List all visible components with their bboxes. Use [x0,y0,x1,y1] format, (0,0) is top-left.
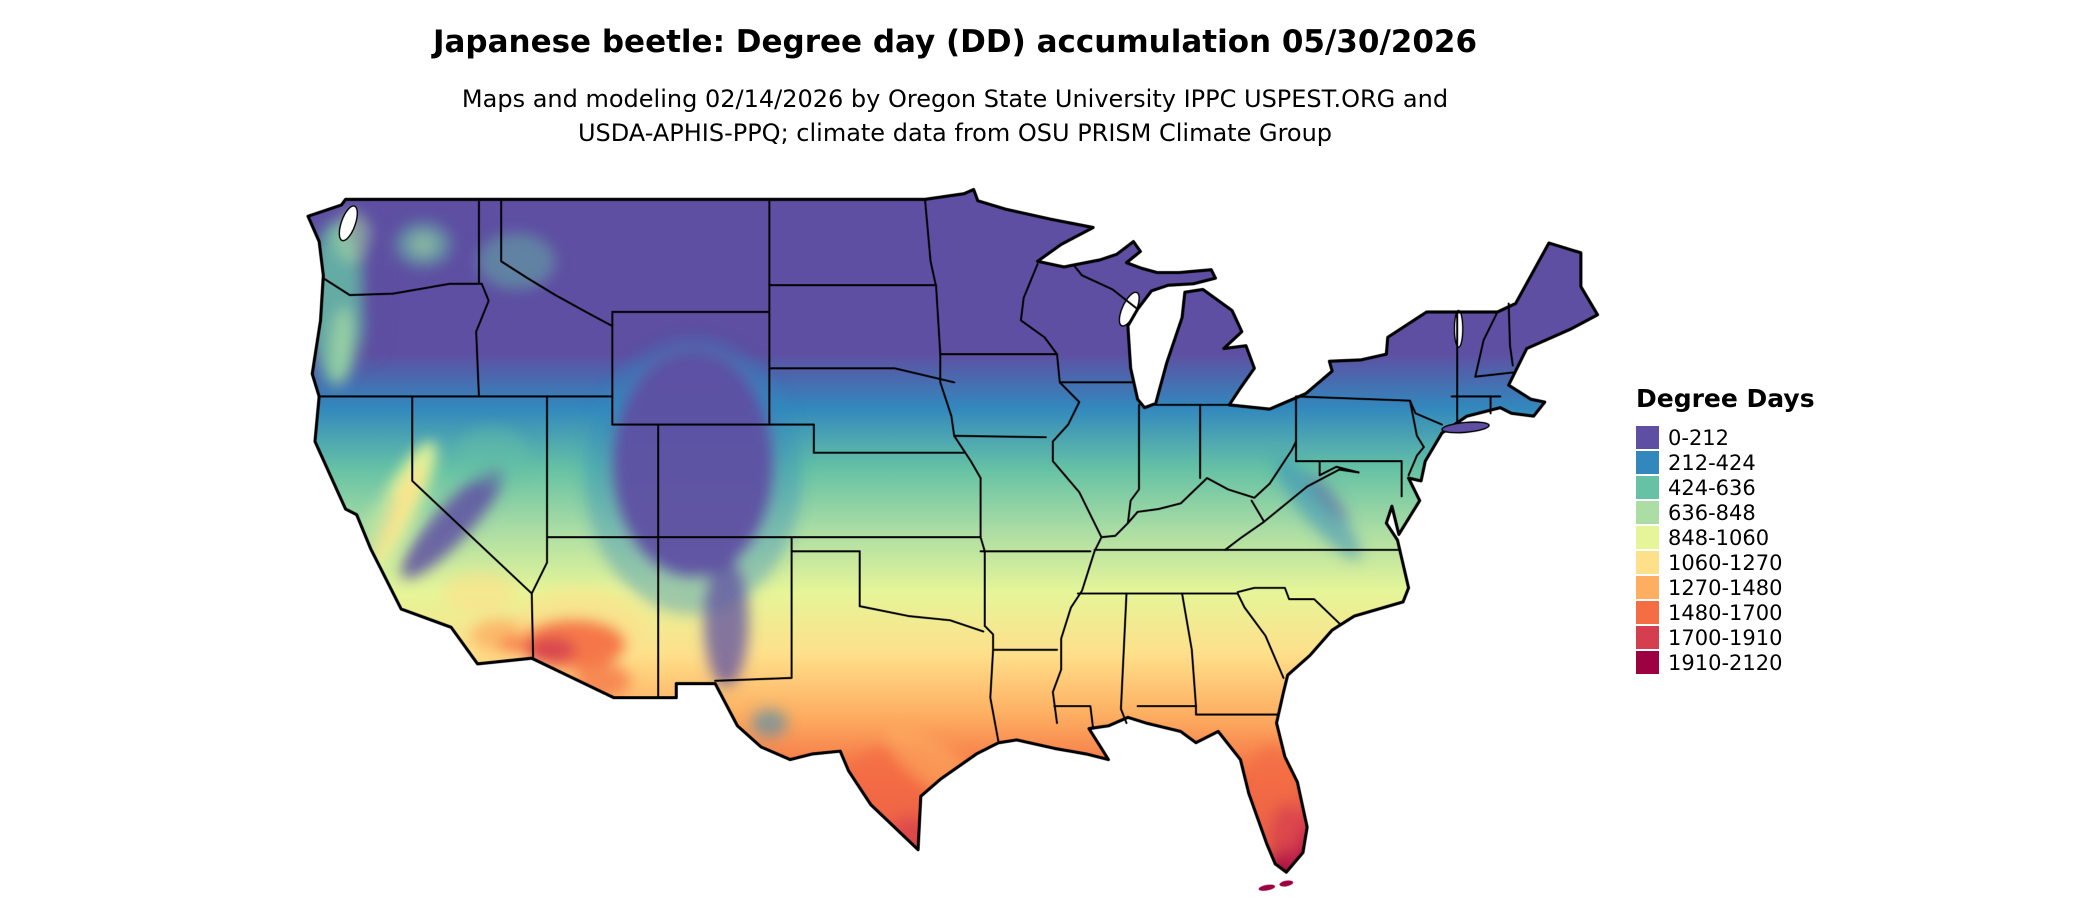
state-border-line [1474,371,1514,378]
legend-label: 424-636 [1668,475,1756,500]
state-border-line [1074,265,1139,311]
legend: Degree Days 0-212 212-424 424-636 636-848 84… [1636,384,1815,675]
state-border-line [1474,310,1499,378]
legend-swatch [1636,526,1659,549]
region-overlay [409,233,438,256]
legend-entries: 0-212 212-424 424-636 636-848 848-1060 1060-1… [1636,425,1815,675]
legend-label: 212-424 [1668,450,1756,475]
legend-row: 212-424 [1636,450,1815,475]
long-island [1441,421,1490,434]
legend-row: 848-1060 [1636,525,1815,550]
state-border-line [924,198,942,356]
region-overlay [329,306,353,386]
region-overlay [751,708,788,738]
legend-label: 1270-1480 [1668,575,1783,600]
region-overlay [369,463,425,564]
state-border-line [1507,302,1514,367]
us-degree-day-map [306,187,1600,891]
region-overlay [526,637,577,663]
state-border-line [1318,460,1360,477]
state-border-line [1053,705,1095,730]
region-overlay [1275,458,1361,560]
legend-swatch [1636,426,1659,449]
legend-title: Degree Days [1636,384,1815,413]
state-borders [318,198,1514,744]
legend-label: 1910-2120 [1668,650,1783,675]
region-overlay [612,351,774,577]
state-border-line [1019,263,1058,356]
region-overlay [401,468,504,579]
state-border-line [475,282,490,398]
state-border-line [1263,468,1360,523]
legend-row: 1700-1910 [1636,625,1815,650]
legend-swatch [1636,551,1659,574]
region-overlay [444,572,517,615]
legend-row: 1270-1480 [1636,575,1815,600]
page-subtitle: Maps and modeling 02/14/2026 by Oregon S… [0,82,1910,150]
legend-swatch [1636,601,1659,624]
legend-swatch [1636,651,1659,674]
region-overlay [704,556,749,687]
legend-row: 424-636 [1636,475,1815,500]
puget-sound [338,205,358,242]
state-border-line [979,477,986,627]
state-border-line [322,277,483,297]
legend-label: 848-1060 [1668,525,1770,550]
state-border-line [768,367,956,384]
legend-swatch [1636,576,1659,599]
legend-label: 1700-1910 [1668,625,1783,650]
state-border-line [1181,592,1197,708]
subtitle-line-2: USDA-APHIS-PPQ; climate data from OSU PR… [577,119,1333,147]
legend-label: 636-848 [1668,500,1756,525]
legend-row: 1060-1270 [1636,550,1815,575]
legend-label: 0-212 [1668,425,1730,450]
legend-swatch [1636,626,1659,649]
legend-row: 636-848 [1636,500,1815,525]
legend-row: 1910-2120 [1636,650,1815,675]
state-border-line [411,395,535,660]
state-border-line [939,353,982,480]
state-border-line [530,395,548,595]
legend-swatch [1636,501,1659,524]
state-border-line [1408,399,1443,426]
legend-label: 1480-1700 [1668,600,1783,625]
florida-keys-dot [1258,884,1276,891]
florida-keys-dot [1279,880,1294,887]
state-border-line [1407,399,1425,477]
state-border-line [1126,403,1140,525]
state-border-line [714,536,793,682]
legend-row: 0-212 [1636,425,1815,450]
region-overlay [455,427,528,484]
region-overlay [888,815,934,861]
state-border-line [953,434,1047,439]
legend-row: 1480-1700 [1636,600,1815,625]
state-border-line [1119,592,1128,724]
lake-champlain [1453,309,1464,348]
state-border-line [500,198,614,328]
region-overlay [477,233,556,290]
state-border-line [1194,705,1279,716]
state-border-line [1236,586,1342,626]
state-border-line [858,605,985,633]
state-border-line [1250,499,1266,523]
state-border-line [1236,592,1285,679]
subtitle-line-1: Maps and modeling 02/14/2026 by Oregon S… [461,85,1449,113]
region-overlay [1307,473,1349,522]
state-border-line [1224,520,1266,551]
legend-swatch [1636,476,1659,499]
state-border-line [1100,440,1297,539]
legend-label: 1060-1270 [1668,550,1783,575]
page-title: Japanese beetle: Degree day (DD) accumul… [432,24,1478,60]
legend-swatch [1636,451,1659,474]
state-border-line [1295,395,1411,402]
florida-keys [1258,880,1294,891]
